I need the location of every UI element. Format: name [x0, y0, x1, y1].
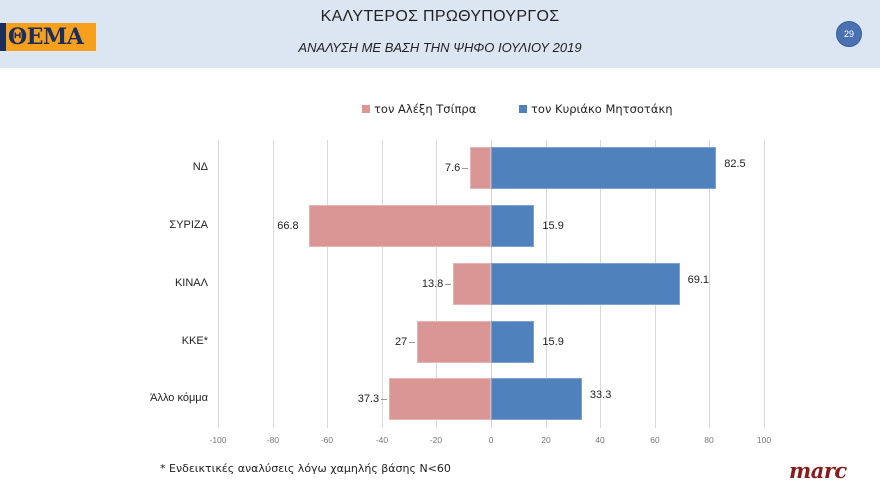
x-tick-label: 20 [541, 435, 551, 445]
logo-strip [0, 23, 6, 51]
x-tick-label: -60 [320, 435, 334, 445]
bar-tsipras [389, 378, 491, 420]
bar-tsipras [417, 321, 491, 363]
value-label-mitsotakis: 82.5 [724, 158, 746, 170]
bar-mitsotakis [491, 378, 582, 420]
x-tick-label: -80 [266, 435, 280, 445]
value-label-mitsotakis: 69.1 [687, 274, 710, 286]
value-label-tsipras: 37.3 [357, 393, 380, 405]
x-tick-label: -20 [429, 435, 443, 445]
leader-line [462, 168, 469, 169]
slide-title: ΚΑΛΥΤΕΡΟΣ ΠΡΩΘΥΠΟΥΡΓΟΣ [320, 8, 560, 25]
gridline [273, 140, 274, 428]
gridline [764, 140, 765, 428]
legend-swatch-pink [362, 105, 370, 113]
legend-item-mitsotakis: τον Κυριάκο Μητσοτάκη [519, 102, 673, 116]
bar-tsipras [308, 205, 491, 247]
category-label: ΚΙΝΑΛ [174, 277, 208, 289]
x-tick-label: -100 [209, 435, 227, 445]
leader-line [381, 399, 388, 400]
x-tick-label: 80 [704, 435, 714, 445]
gridline [218, 140, 219, 428]
gridline [327, 140, 328, 428]
chart-legend: τον Αλέξη Τσίπρα τον Κυριάκο Μητσοτάκη [0, 102, 880, 118]
value-label-tsipras: 27 [395, 336, 408, 348]
gridline [382, 140, 383, 428]
legend-label: τον Κυριάκο Μητσοτάκη [531, 102, 673, 116]
slide-header: ΘΕΜΑ ΚΑΛΥΤΕΡΟΣ ΠΡΩΘΥΠΟΥΡΓΟΣ ΑΝΑΛΥΣΗ ΜΕ Β… [0, 0, 880, 68]
x-tick-label: 100 [756, 435, 772, 445]
value-label-mitsotakis: 15.9 [542, 220, 564, 232]
x-tick-label: 40 [595, 435, 605, 445]
x-tick-label: -40 [375, 435, 389, 445]
footnote: * Ενδεικτικές αναλύσεις λόγω χαμηλής βάσ… [160, 462, 451, 475]
category-label: ΚΚΕ* [181, 335, 208, 347]
legend-swatch-blue [519, 105, 527, 113]
bar-tsipras [453, 263, 491, 305]
legend-item-tsipras: τον Αλέξη Τσίπρα [362, 102, 476, 116]
value-label-tsipras: 66.8 [277, 220, 299, 232]
bar-mitsotakis [491, 147, 717, 189]
bar-tsipras [470, 147, 491, 189]
logo-text: ΘΕΜΑ [8, 24, 84, 50]
bar-mitsotakis [491, 321, 535, 363]
category-label: Άλλο κόμμα [150, 392, 208, 404]
legend-label: τον Αλέξη Τσίπρα [374, 102, 477, 116]
value-label-tsipras: 13.8 [421, 278, 444, 290]
value-label-mitsotakis: 33.3 [589, 389, 612, 401]
value-label-tsipras: 7.6 [444, 162, 461, 174]
gridline [436, 140, 437, 428]
protothema-logo: ΘΕΜΑ [0, 23, 96, 51]
gridline [709, 140, 710, 428]
bar-mitsotakis [491, 263, 680, 305]
x-tick-label: 0 [488, 435, 494, 445]
category-label: ΣΥΡΙΖΑ [169, 219, 208, 231]
category-label: ΝΔ [192, 161, 208, 173]
value-label-mitsotakis: 15.9 [542, 336, 564, 348]
marc-logo: marc [789, 458, 847, 483]
leader-line [409, 342, 416, 343]
slide-subtitle: ΑΝΑΛΥΣΗ ΜΕ ΒΑΣΗ ΤΗΝ ΨΗΦΟ ΙΟΥΛΙΟΥ 2019 [298, 40, 582, 55]
bar-mitsotakis [491, 205, 535, 247]
page-number-badge: 29 [836, 21, 862, 47]
leader-line [445, 284, 452, 285]
x-tick-label: 60 [650, 435, 660, 445]
